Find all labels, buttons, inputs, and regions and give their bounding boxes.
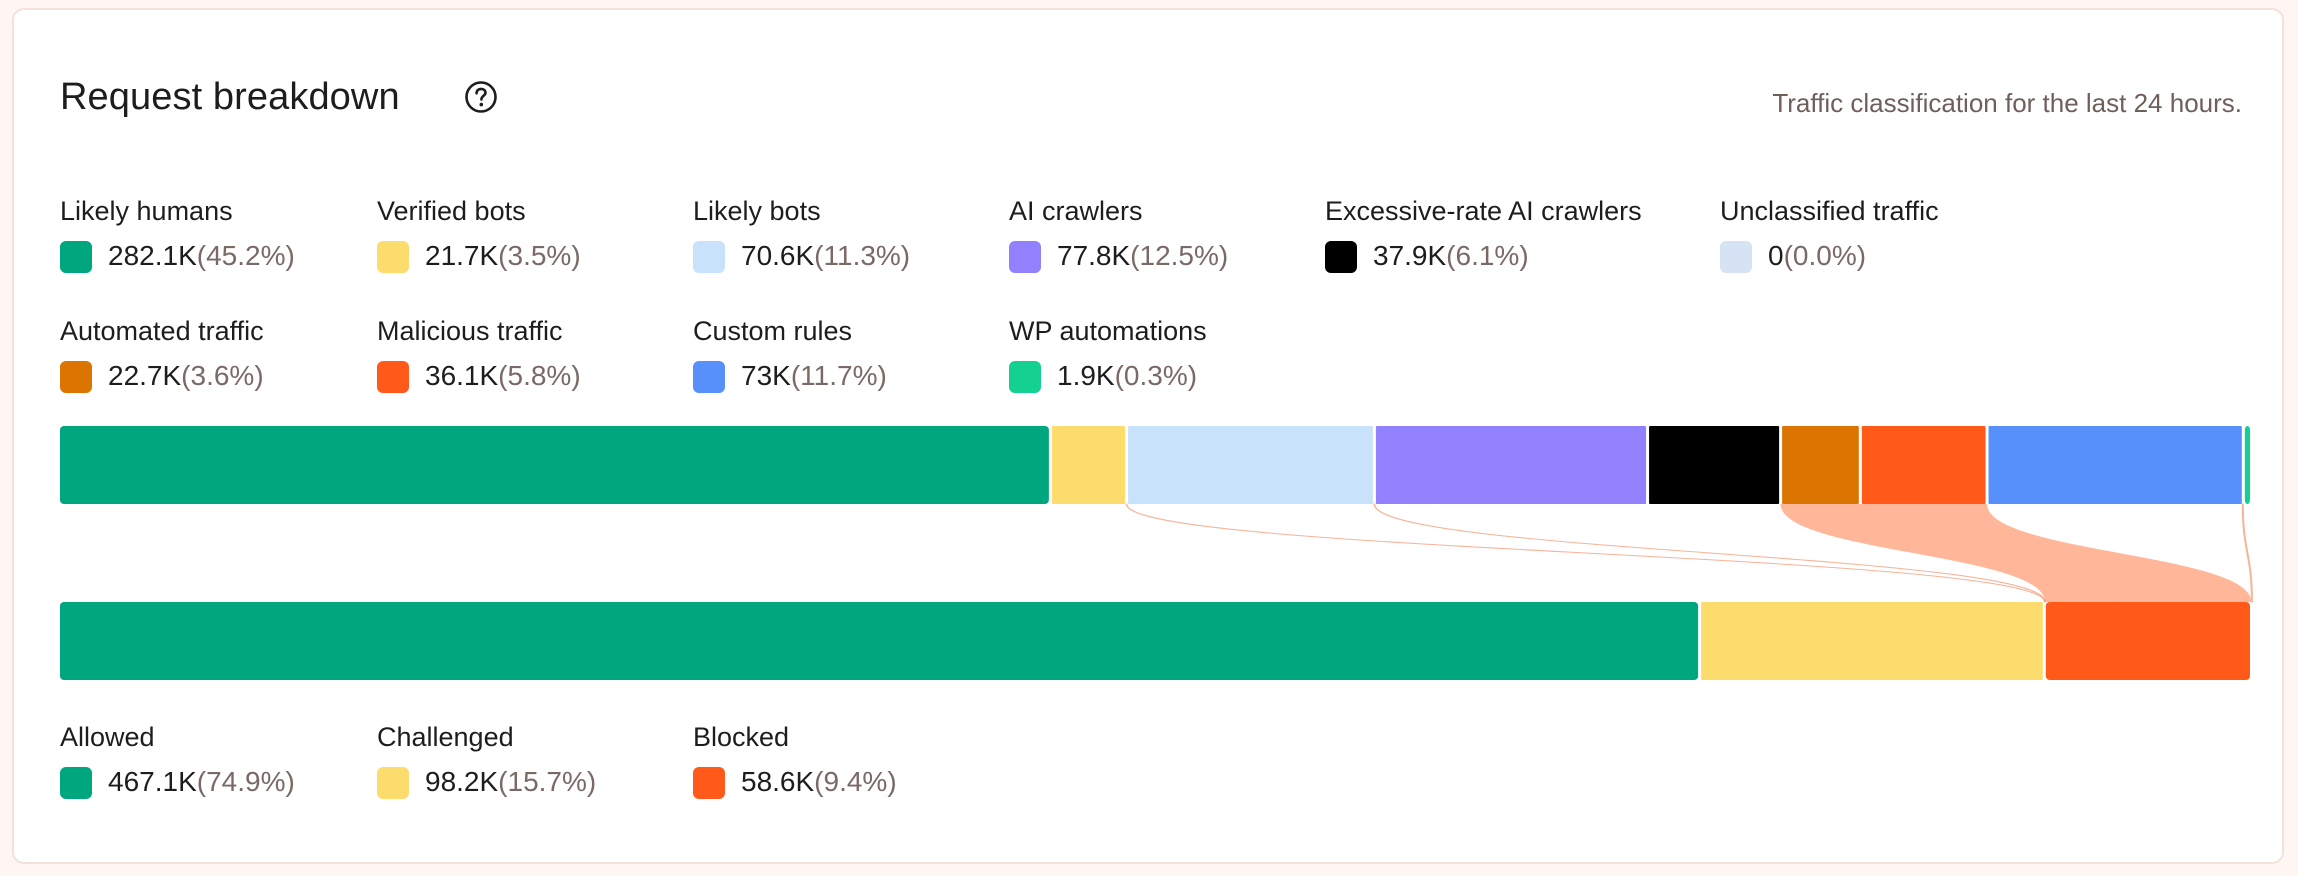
legend-percent: (3.6%) [181, 360, 264, 391]
legend-swatch [1720, 241, 1752, 273]
source-bar-likely-humans[interactable] [60, 426, 1049, 504]
legend-swatch [60, 767, 92, 799]
legend-label: AI crawlers [1009, 196, 1143, 226]
legend-percent: (0.3%) [1114, 360, 1198, 391]
source-bar-excessive-rate-ai-crawlers[interactable] [1649, 426, 1780, 504]
source-bar-likely-bots[interactable] [1128, 426, 1373, 504]
legend-count: 0 [1768, 240, 1784, 271]
legend-swatch [693, 241, 725, 273]
legend-percent: (9.4%) [814, 766, 897, 797]
legend-percent: (3.5%) [498, 240, 581, 271]
legend-count: 1.9K [1057, 360, 1115, 391]
flow-links [1125, 503, 2253, 603]
legend-likely-bots: Likely bots 70.6K(11.3%) [693, 196, 1023, 276]
legend-swatch [60, 241, 92, 273]
source-bar-automated-traffic[interactable] [1782, 426, 1859, 504]
legend-swatch [377, 767, 409, 799]
legend-swatch [693, 767, 725, 799]
page-title: Request breakdown [60, 76, 400, 118]
source-bar-verified-bots[interactable] [1051, 426, 1126, 504]
legend-custom-rules: Custom rules 73K(11.7%) [693, 316, 1023, 396]
legend-label: Excessive-rate AI crawlers [1325, 196, 1642, 226]
source-bar-malicious-traffic[interactable] [1861, 426, 1986, 504]
source-bar-ai-crawlers[interactable] [1375, 426, 1647, 504]
legend-swatch [1325, 241, 1357, 273]
request-breakdown-card: Request breakdown Traffic classification… [12, 8, 2284, 864]
legend-percent: (11.7%) [790, 360, 887, 391]
legend-percent: (11.3%) [814, 240, 911, 271]
subtitle: Traffic classification for the last 24 h… [1772, 88, 2242, 118]
legend-count: 77.8K [1057, 240, 1131, 271]
legend-percent: (15.7%) [498, 766, 597, 797]
legend-count: 22.7K [108, 360, 182, 391]
legend-percent: (5.8%) [498, 360, 581, 391]
legend-malicious-traffic: Malicious traffic 36.1K(5.8%) [377, 316, 707, 396]
legend-swatch [377, 241, 409, 273]
legend-count: 21.7K [425, 240, 499, 271]
legend-label: Challenged [377, 722, 514, 752]
flow-link-malicious-traffic[interactable] [1860, 504, 2252, 602]
legend-wp-automations: WP automations 1.9K(0.3%) [1009, 316, 1339, 396]
legend-count: 467.1K [108, 766, 197, 797]
legend-percent: (45.2%) [196, 240, 295, 271]
legend-label: WP automations [1009, 316, 1207, 346]
source-bar-wp-automations[interactable] [2244, 426, 2250, 504]
legend-automated-traffic: Automated traffic 22.7K(3.6%) [60, 316, 390, 396]
legend-label: Likely humans [60, 196, 233, 226]
legend-label: Custom rules [693, 316, 853, 346]
legend-percent: (6.1%) [1446, 240, 1529, 271]
legend-percent: (74.9%) [196, 766, 295, 797]
legend-count: 58.6K [741, 766, 815, 797]
legend-unclassified-traffic: Unclassified traffic 0(0.0%) [1720, 196, 2050, 276]
legend-swatch [1009, 241, 1041, 273]
legend-swatch [1009, 361, 1041, 393]
legend-swatch [377, 361, 409, 393]
legend-swatch [60, 361, 92, 393]
target-bar-allowed[interactable] [60, 602, 1699, 680]
legend-count: 70.6K [741, 240, 815, 271]
legend-count: 37.9K [1373, 240, 1447, 271]
legend-blocked: Blocked 58.6K(9.4%) [693, 722, 1023, 802]
legend-excessive-rate-ai-crawlers: Excessive-rate AI crawlers 37.9K(6.1%) [1325, 196, 1655, 276]
legend-label: Blocked [693, 722, 790, 752]
legend-allowed: Allowed 467.1K(74.9%) [60, 722, 390, 802]
legend-percent: (0.0%) [1783, 240, 1867, 271]
target-bar-challenged[interactable] [1701, 602, 2043, 680]
target-bar-blocked[interactable] [2045, 602, 2250, 680]
legend-label: Automated traffic [60, 316, 264, 346]
legend-swatch [693, 361, 725, 393]
legend-label: Unclassified traffic [1720, 196, 1939, 226]
question-circle-icon[interactable] [464, 80, 498, 114]
legend-ai-crawlers: AI crawlers 77.8K(12.5%) [1009, 196, 1339, 276]
legend-count: 282.1K [108, 240, 197, 271]
flow-link-custom-rules[interactable] [2241, 503, 2253, 603]
legend-label: Malicious traffic [377, 316, 563, 346]
legend-likely-humans: Likely humans 282.1K(45.2%) [60, 196, 390, 276]
legend-label: Allowed [60, 722, 155, 752]
legend-count: 36.1K [425, 360, 499, 391]
legend-verified-bots: Verified bots 21.7K(3.5%) [377, 196, 707, 276]
legend-count: 73K [741, 360, 791, 391]
sankey-chart [60, 426, 2253, 680]
legend-count: 98.2K [425, 766, 499, 797]
flow-link-automated-traffic[interactable] [1780, 504, 2125, 602]
source-bar-custom-rules[interactable] [1988, 426, 2242, 504]
legend-percent: (12.5%) [1130, 240, 1229, 271]
legend-challenged: Challenged 98.2K(15.7%) [377, 722, 707, 802]
legend-label: Likely bots [693, 196, 821, 226]
legend-label: Verified bots [377, 196, 526, 226]
